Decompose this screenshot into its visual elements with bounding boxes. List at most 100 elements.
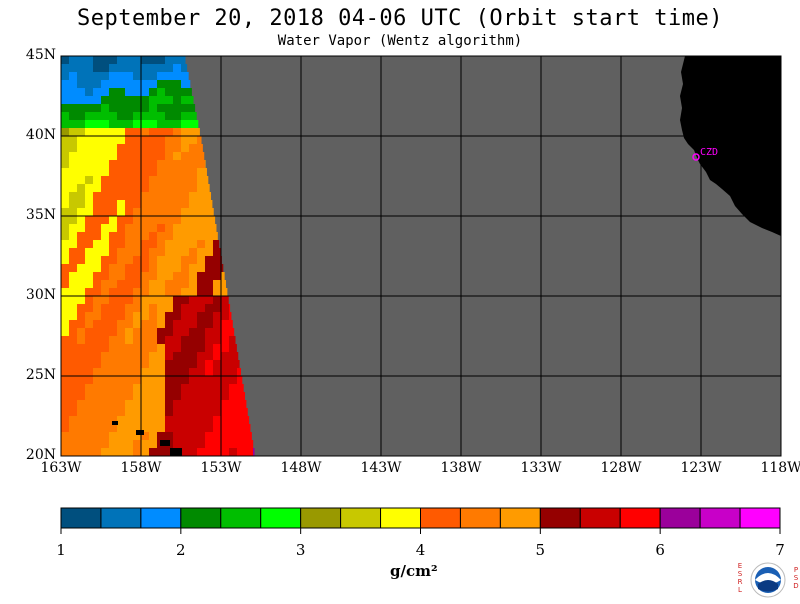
swath-cell xyxy=(157,64,166,73)
swath-cell xyxy=(117,384,126,393)
swath-cell xyxy=(149,448,158,457)
swath-cell xyxy=(93,96,102,105)
swath-cell xyxy=(189,112,197,121)
swath-cell xyxy=(213,208,214,217)
swath-cell xyxy=(69,336,78,345)
swath-cell xyxy=(125,408,134,417)
swath-cell xyxy=(149,416,158,425)
swath-cell xyxy=(205,360,214,369)
swath-cell xyxy=(61,280,70,289)
swath-cell xyxy=(85,112,94,121)
swath-cell xyxy=(181,232,190,241)
swath-cell xyxy=(69,432,78,441)
swath-cell xyxy=(77,88,86,97)
swath-cell xyxy=(93,424,102,433)
swath-cell xyxy=(93,184,102,193)
swath-cell xyxy=(173,64,182,73)
swath-cell xyxy=(149,344,158,353)
swath-cell xyxy=(93,200,102,209)
colorbar-segment xyxy=(420,507,461,529)
swath-cell xyxy=(77,432,86,441)
swath-cell xyxy=(165,80,174,89)
swath-cell xyxy=(157,192,166,201)
swath-cell xyxy=(85,288,94,297)
swath-cell xyxy=(133,384,142,393)
swath-cell xyxy=(165,336,174,345)
swath-cell xyxy=(149,288,158,297)
swath-cell xyxy=(149,384,158,393)
swath-cell xyxy=(125,240,134,249)
swath-cell xyxy=(165,232,174,241)
swath-cell xyxy=(125,264,134,273)
swath-cell xyxy=(85,192,94,201)
swath-cell xyxy=(61,240,70,249)
swath-cell xyxy=(69,304,78,313)
swath-cell xyxy=(221,384,230,393)
swath-cell xyxy=(141,136,150,145)
swath-cell xyxy=(189,264,198,273)
swath-cell xyxy=(205,240,214,249)
swath-cell xyxy=(85,328,94,337)
swath-cell xyxy=(213,304,222,313)
swath-cell xyxy=(85,144,94,153)
swath-cell xyxy=(157,248,166,257)
swath-cell xyxy=(117,352,126,361)
swath-cell xyxy=(77,264,86,273)
swath-cell xyxy=(157,400,166,409)
swath-cell xyxy=(181,184,190,193)
swath-cell xyxy=(141,160,150,169)
swath-cell xyxy=(165,96,174,105)
swath-cell xyxy=(101,296,110,305)
colorbar-segment xyxy=(180,507,222,529)
swath-cell xyxy=(165,160,174,169)
swath-cell xyxy=(69,224,78,233)
swath-cell xyxy=(133,96,142,105)
swath-cell xyxy=(173,336,182,345)
swath-cell xyxy=(61,304,70,313)
swath-cell xyxy=(229,408,238,417)
swath-cell xyxy=(213,440,222,449)
swath-cell xyxy=(77,408,86,417)
swath-cell xyxy=(165,136,174,145)
swath-cell xyxy=(85,160,94,169)
swath-cell xyxy=(157,120,166,129)
swath-cell xyxy=(221,376,230,385)
swath-cell xyxy=(101,448,110,457)
swath-cell xyxy=(133,424,142,433)
swath-cell xyxy=(189,352,198,361)
swath-cell xyxy=(213,216,216,225)
swath-cell xyxy=(229,432,238,441)
swath-cell xyxy=(181,360,190,369)
swath-cell xyxy=(133,168,142,177)
swath-cell xyxy=(101,256,110,265)
swath-cell xyxy=(69,176,78,185)
swath-cell xyxy=(61,136,70,145)
swath-cell xyxy=(181,288,190,297)
swath-cell xyxy=(133,56,142,65)
swath-cell xyxy=(69,80,78,89)
swath-cell xyxy=(93,216,102,225)
swath-cell xyxy=(229,424,238,433)
swath-cell xyxy=(205,448,214,457)
swath-cell xyxy=(173,56,182,65)
swath-cell xyxy=(125,232,134,241)
swath-cell xyxy=(173,280,182,289)
swath-cell xyxy=(61,344,70,353)
swath-cell xyxy=(109,160,118,169)
swath-cell xyxy=(141,168,150,177)
swath-cell xyxy=(149,312,158,321)
swath-cell xyxy=(181,240,190,249)
swath-cell xyxy=(61,272,70,281)
swath-cell xyxy=(141,376,150,385)
swath-cell xyxy=(77,360,86,369)
swath-cell xyxy=(101,368,110,377)
swath-cell xyxy=(77,400,86,409)
swath-cell xyxy=(245,448,254,457)
swath-cell xyxy=(93,416,102,425)
swath-cell xyxy=(117,360,126,369)
swath-cell xyxy=(85,416,94,425)
swath-cell xyxy=(221,312,230,321)
swath-cell xyxy=(101,360,110,369)
swath-cell xyxy=(117,80,126,89)
swath-cell xyxy=(117,432,126,441)
